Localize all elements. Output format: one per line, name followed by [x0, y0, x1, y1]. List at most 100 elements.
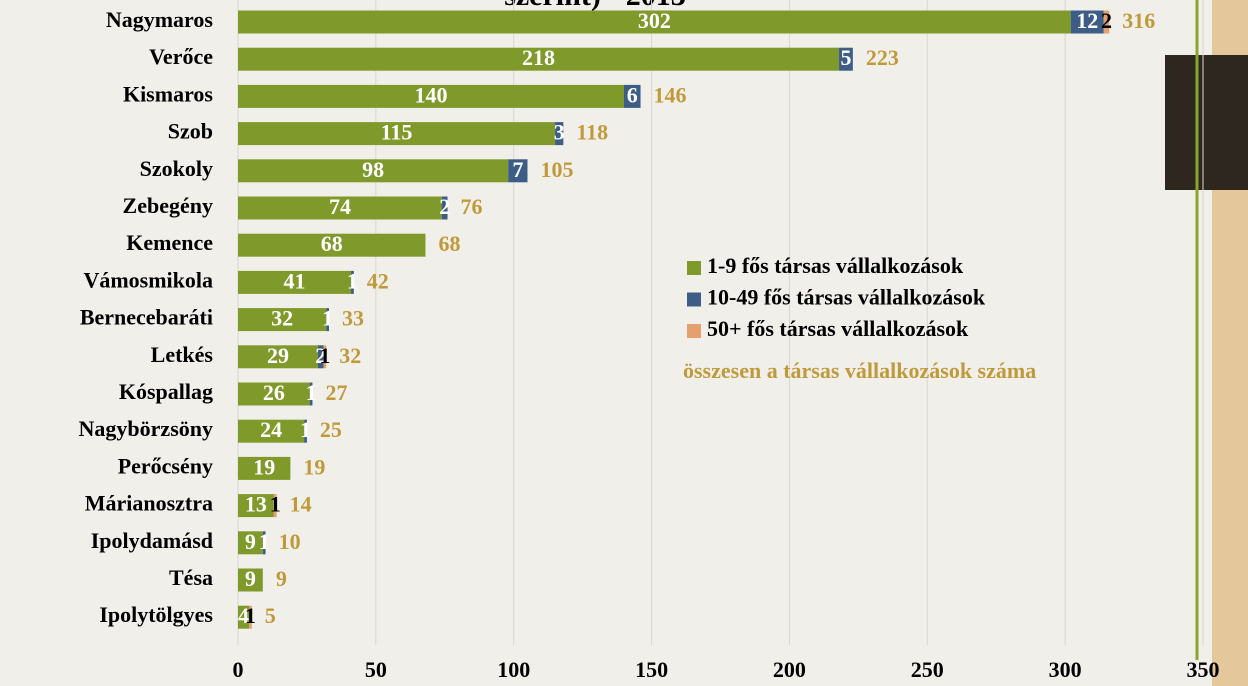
bar-segment — [238, 456, 291, 480]
bar-segment — [309, 382, 313, 406]
bar-segment — [238, 10, 1071, 34]
bar-segment — [238, 159, 509, 183]
total-label: 5 — [265, 603, 276, 628]
total-label: 9 — [276, 566, 287, 591]
y-tick-label: Ipolydamásd — [91, 528, 213, 553]
y-tick-label: Szob — [168, 119, 213, 144]
data-label: 68 — [321, 231, 343, 256]
data-label: 1 — [270, 492, 281, 517]
data-label: 1 — [300, 417, 311, 442]
data-label: 1 — [245, 603, 256, 628]
data-label: 19 — [253, 454, 275, 479]
x-tick-label: 350 — [1187, 657, 1220, 682]
bar-segment — [238, 122, 556, 146]
bar-segment — [238, 233, 426, 257]
chart-title: szerint) - 2013 — [504, 0, 686, 12]
bar-segment — [238, 84, 624, 108]
x-tick-label: 0 — [233, 657, 244, 682]
bar-segment — [304, 419, 307, 443]
bar-segment — [555, 122, 564, 146]
bar-segment — [238, 382, 310, 406]
y-tick-label: Márianosztra — [85, 491, 213, 516]
y-tick-label: Zebegény — [123, 193, 213, 218]
y-tick-label: Ipolytölgyes — [99, 602, 213, 627]
total-label: 42 — [367, 268, 389, 293]
bar-segment — [351, 270, 354, 294]
data-label: 1 — [259, 529, 270, 554]
y-tick-label: Szokoly — [140, 156, 213, 181]
data-label: 9 — [245, 529, 256, 554]
total-label: 19 — [303, 454, 325, 479]
legend-label: 1-9 fős társas vállalkozások — [707, 253, 964, 278]
data-label: 32 — [271, 306, 293, 331]
data-label: 1 — [322, 306, 333, 331]
data-label: 140 — [415, 82, 448, 107]
data-label: 115 — [381, 120, 413, 145]
bar-segment — [326, 308, 329, 332]
y-tick-label: Letkés — [151, 342, 214, 367]
y-tick-label: Vámosmikola — [83, 267, 213, 292]
data-label: 9 — [245, 566, 256, 591]
x-tick-label: 300 — [1049, 657, 1082, 682]
data-label: 98 — [362, 157, 384, 182]
data-label: 74 — [329, 194, 351, 219]
total-label: 25 — [320, 417, 342, 442]
data-label: 1 — [319, 343, 330, 368]
bar-segment — [508, 159, 528, 183]
y-tick-label: Kismaros — [123, 81, 213, 106]
data-label: 6 — [627, 82, 638, 107]
data-label: 218 — [522, 45, 555, 70]
legend-swatch — [687, 324, 701, 338]
y-tick-label: Nagymaros — [106, 7, 214, 32]
bar-segment — [238, 419, 305, 443]
x-tick-label: 100 — [497, 657, 530, 682]
total-label: 10 — [279, 529, 301, 554]
data-label: 24 — [260, 417, 282, 442]
bar-segment — [238, 494, 274, 518]
data-label: 1 — [306, 380, 317, 405]
data-label: 41 — [284, 268, 306, 293]
total-label: 146 — [654, 82, 687, 107]
data-label: 1 — [347, 268, 358, 293]
bar-segment — [839, 47, 853, 71]
bar-segment — [317, 345, 324, 369]
total-label: 223 — [866, 45, 899, 70]
data-label: 5 — [840, 45, 851, 70]
data-label: 7 — [512, 157, 523, 182]
bar-segment — [624, 84, 641, 108]
bar-segment — [238, 270, 352, 294]
legend-swatch — [687, 261, 701, 275]
y-tick-label: Perőcsény — [118, 453, 213, 478]
total-label: 76 — [461, 194, 483, 219]
bar-segment — [238, 531, 263, 555]
bar-segment — [249, 605, 252, 629]
bar-segment — [238, 605, 250, 629]
total-label: 118 — [576, 120, 608, 145]
legend-label: 10-49 fős társas vállalkozások — [707, 285, 986, 310]
bar-segment — [323, 345, 327, 369]
bar-segment — [238, 308, 327, 332]
legend-label: 50+ fős társas vállalkozások — [707, 316, 969, 341]
bar-segment — [273, 494, 277, 518]
x-tick-label: 50 — [365, 657, 387, 682]
total-label: 14 — [290, 492, 312, 517]
data-label: 13 — [245, 492, 267, 517]
y-tick-label: Verőce — [149, 44, 213, 69]
total-label: 105 — [541, 157, 574, 182]
data-label: 12 — [1076, 8, 1098, 33]
y-tick-label: Nagybörzsöny — [79, 416, 213, 441]
bar-segment — [238, 345, 318, 369]
bar-segment — [238, 568, 263, 592]
x-tick-label: 250 — [911, 657, 944, 682]
y-tick-label: Bernecebaráti — [80, 305, 213, 330]
decoration — [1165, 55, 1248, 190]
bar-segment — [442, 196, 448, 220]
total-label: 68 — [438, 231, 460, 256]
data-label: 2 — [1101, 8, 1112, 33]
data-label: 4 — [238, 603, 249, 628]
total-label: 32 — [339, 343, 361, 368]
legend-swatch — [687, 292, 701, 307]
